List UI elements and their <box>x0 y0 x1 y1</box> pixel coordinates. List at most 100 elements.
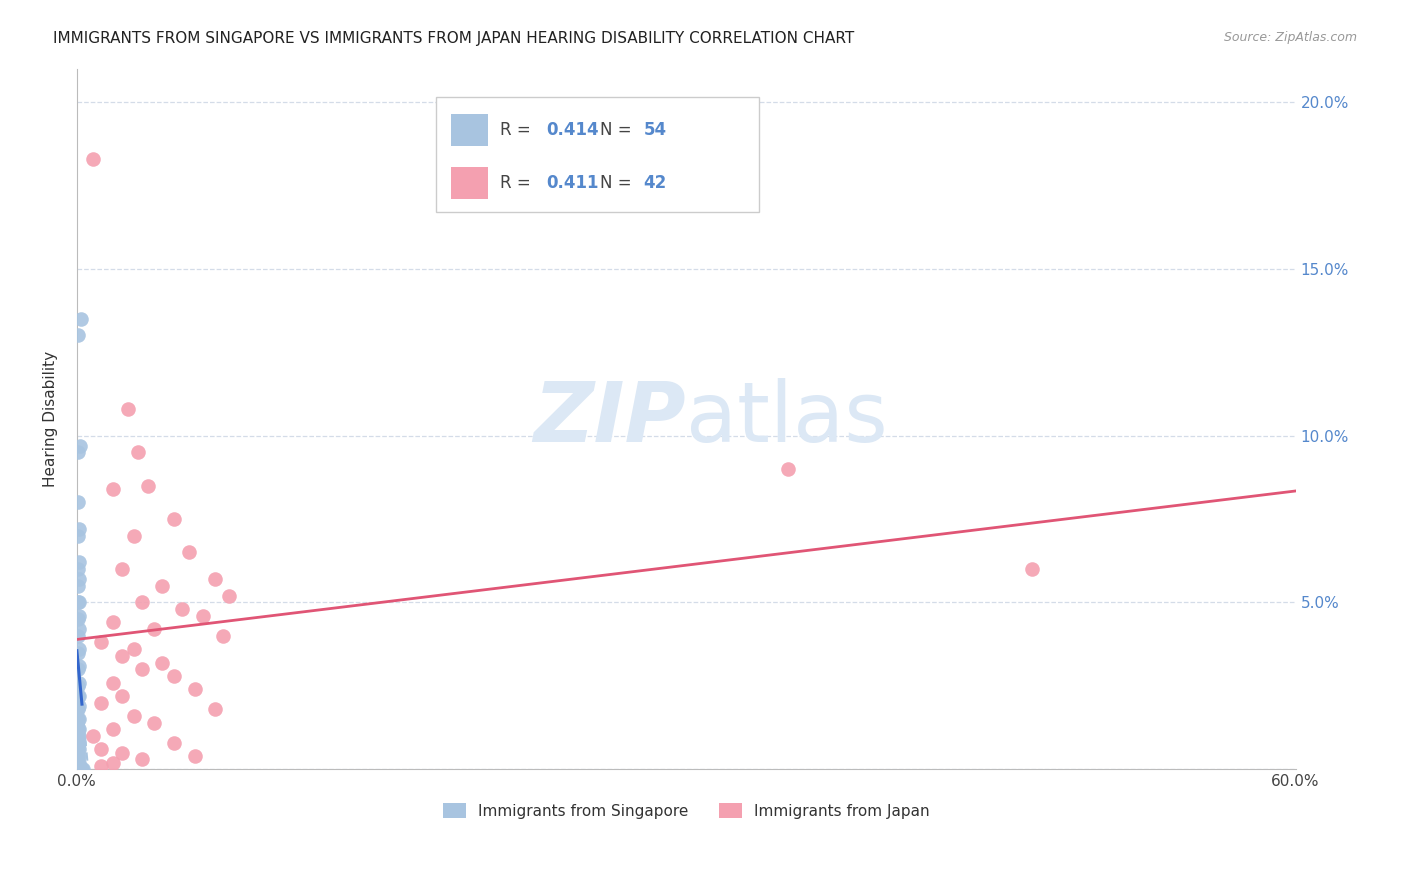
Point <box>67 729 90 743</box>
Point <box>117 401 139 416</box>
Point <box>67 698 90 713</box>
Point <box>110 562 132 576</box>
Point <box>183 682 205 697</box>
Point <box>163 736 186 750</box>
Point <box>67 748 90 763</box>
Point <box>66 662 89 676</box>
Point <box>776 462 799 476</box>
Point <box>66 595 89 609</box>
Text: N =: N = <box>600 174 637 192</box>
Point <box>103 615 125 630</box>
Point <box>1021 562 1043 576</box>
Point <box>110 648 132 663</box>
Point <box>122 642 145 657</box>
Point <box>66 748 89 763</box>
Point <box>66 736 89 750</box>
Point <box>67 608 90 623</box>
Point <box>66 679 89 693</box>
Point <box>103 723 125 737</box>
Text: atlas: atlas <box>686 378 889 459</box>
Point <box>66 629 89 643</box>
Point <box>163 512 186 526</box>
Point <box>66 445 89 459</box>
Point <box>67 756 90 770</box>
Point <box>143 622 166 636</box>
Point <box>212 629 235 643</box>
Point <box>122 709 145 723</box>
Point <box>150 579 173 593</box>
Point <box>191 608 214 623</box>
Point <box>66 562 89 576</box>
Point <box>70 762 93 776</box>
Text: IMMIGRANTS FROM SINGAPORE VS IMMIGRANTS FROM JAPAN HEARING DISABILITY CORRELATIO: IMMIGRANTS FROM SINGAPORE VS IMMIGRANTS … <box>53 31 855 46</box>
Point <box>67 736 90 750</box>
Point <box>66 689 89 703</box>
Point <box>72 762 94 776</box>
Point <box>82 729 104 743</box>
Point <box>67 762 90 776</box>
Point <box>67 689 90 703</box>
Text: 42: 42 <box>644 174 666 192</box>
Bar <box>451 167 488 199</box>
FancyBboxPatch shape <box>436 96 759 212</box>
Point <box>136 478 159 492</box>
Point <box>70 761 93 775</box>
Point <box>69 762 91 776</box>
Point <box>69 439 91 453</box>
Point <box>66 646 89 660</box>
Point <box>110 746 132 760</box>
Text: Source: ZipAtlas.com: Source: ZipAtlas.com <box>1223 31 1357 45</box>
Point <box>218 589 240 603</box>
Point <box>177 545 200 559</box>
Point <box>183 748 205 763</box>
Text: R =: R = <box>499 121 536 139</box>
Point <box>66 702 89 716</box>
Point <box>66 612 89 626</box>
Text: R =: R = <box>499 174 536 192</box>
Point <box>122 529 145 543</box>
Point <box>66 529 89 543</box>
Legend: Immigrants from Singapore, Immigrants from Japan: Immigrants from Singapore, Immigrants fr… <box>437 797 936 825</box>
Point <box>90 759 112 773</box>
Point <box>66 495 89 509</box>
Point <box>103 756 125 770</box>
Point <box>67 675 90 690</box>
Point <box>143 715 166 730</box>
Point <box>66 579 89 593</box>
Point <box>131 752 153 766</box>
Point <box>66 328 89 343</box>
Point <box>67 522 90 536</box>
Point <box>163 669 186 683</box>
Point <box>67 572 90 586</box>
Point <box>67 658 90 673</box>
Bar <box>451 114 488 146</box>
Point <box>67 712 90 726</box>
Point <box>70 762 93 776</box>
Point <box>67 742 90 756</box>
Point <box>90 635 112 649</box>
Point <box>131 595 153 609</box>
Point <box>67 759 90 773</box>
Point <box>67 595 90 609</box>
Point <box>172 602 194 616</box>
Point <box>131 662 153 676</box>
Point <box>67 555 90 569</box>
Point <box>66 712 89 726</box>
Point <box>103 675 125 690</box>
Text: 0.414: 0.414 <box>546 121 599 139</box>
Y-axis label: Hearing Disability: Hearing Disability <box>44 351 58 487</box>
Point <box>204 702 226 716</box>
Point <box>66 756 89 770</box>
Point <box>82 152 104 166</box>
Point <box>66 762 89 776</box>
Point <box>90 696 112 710</box>
Point <box>67 642 90 657</box>
Point <box>127 445 149 459</box>
Point <box>66 729 89 743</box>
Point <box>67 723 90 737</box>
Point <box>70 311 93 326</box>
Point <box>66 723 89 737</box>
Point <box>66 759 89 773</box>
Point <box>150 656 173 670</box>
Text: N =: N = <box>600 121 637 139</box>
